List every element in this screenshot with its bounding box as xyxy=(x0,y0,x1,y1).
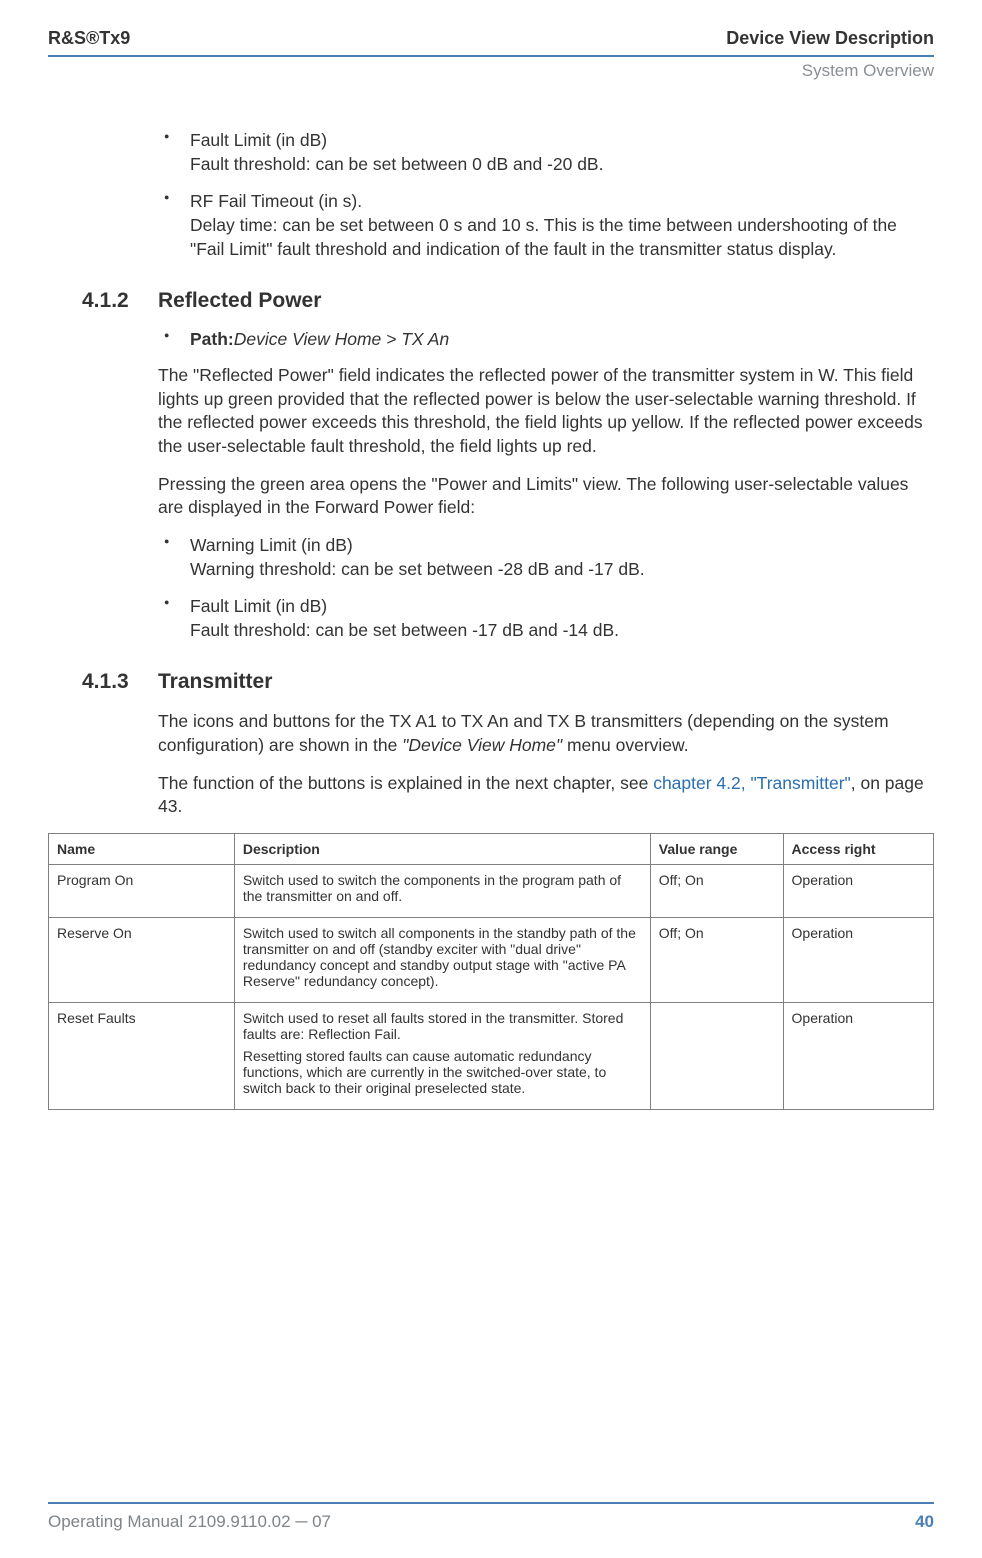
desc-paragraph: Switch used to switch the components in … xyxy=(243,872,642,904)
list-item: Fault Limit (in dB) Fault threshold: can… xyxy=(158,129,932,176)
bullet-title: Fault Limit (in dB) xyxy=(190,596,327,616)
path-row: Path:Device View Home > TX An xyxy=(158,329,932,350)
paragraph: The function of the buttons is explained… xyxy=(158,772,932,819)
path-label: Path: xyxy=(190,329,234,349)
bullet-body: Fault threshold: can be set between 0 dB… xyxy=(190,154,603,174)
table-body: Program OnSwitch used to switch the comp… xyxy=(49,864,934,1109)
text-run: menu overview. xyxy=(562,735,688,755)
cell-desc: Switch used to reset all faults stored i… xyxy=(234,1002,650,1109)
desc-paragraph: Resetting stored faults can cause automa… xyxy=(243,1048,642,1096)
list-item: Warning Limit (in dB) Warning threshold:… xyxy=(158,534,932,581)
bullet-body: Delay time: can be set between 0 s and 1… xyxy=(190,215,897,259)
sec412-bullets: Warning Limit (in dB) Warning threshold:… xyxy=(158,534,932,643)
page: R&S®Tx9 Device View Description System O… xyxy=(0,0,982,1110)
col-header: Access right xyxy=(783,833,933,864)
col-header: Description xyxy=(234,833,650,864)
footer-rule xyxy=(48,1502,934,1504)
col-header: Name xyxy=(49,833,235,864)
footer-left: Operating Manual 2109.9110.02 ─ 07 xyxy=(48,1512,331,1532)
cell-access: Operation xyxy=(783,864,933,917)
bullet-title: Warning Limit (in dB) xyxy=(190,535,353,555)
list-item: Fault Limit (in dB) Fault threshold: can… xyxy=(158,595,932,642)
cell-desc: Switch used to switch all components in … xyxy=(234,917,650,1002)
table-row: Program OnSwitch used to switch the comp… xyxy=(49,864,934,917)
bullet-body: Warning threshold: can be set between ‑2… xyxy=(190,559,645,579)
content-area: Fault Limit (in dB) Fault threshold: can… xyxy=(48,129,934,1110)
doc-subtitle: System Overview xyxy=(48,61,934,81)
section-heading: 4.1.2 Reflected Power xyxy=(82,289,932,313)
header-row: R&S®Tx9 Device View Description xyxy=(48,28,934,55)
page-number: 40 xyxy=(915,1512,934,1532)
params-table: Name Description Value range Access righ… xyxy=(48,833,934,1110)
path-value: Device View Home > TX An xyxy=(234,329,449,349)
cross-ref-link[interactable]: chapter 4.2, "Transmit­ter" xyxy=(653,773,851,793)
bullet-title: Fault Limit (in dB) xyxy=(190,130,327,150)
cell-range: Off; On xyxy=(650,917,783,1002)
bullet-body: Fault threshold: can be set between ‑17 … xyxy=(190,620,619,640)
section-heading: 4.1.3 Transmitter xyxy=(82,670,932,694)
table-row: Reserve OnSwitch used to switch all comp… xyxy=(49,917,934,1002)
cell-name: Program On xyxy=(49,864,235,917)
paragraph: Pressing the green area opens the "Power… xyxy=(158,473,932,520)
cell-access: Operation xyxy=(783,917,933,1002)
text-run-italic: "Device View Home" xyxy=(402,735,562,755)
doc-title: Device View Description xyxy=(726,28,934,49)
cell-range xyxy=(650,1002,783,1109)
footer: Operating Manual 2109.9110.02 ─ 07 40 xyxy=(0,1502,982,1532)
cell-desc: Switch used to switch the components in … xyxy=(234,864,650,917)
paragraph: The icons and buttons for the TX A1 to T… xyxy=(158,710,932,757)
section-title: Reflected Power xyxy=(158,289,321,313)
section-title: Transmitter xyxy=(158,670,272,694)
footer-row: Operating Manual 2109.9110.02 ─ 07 40 xyxy=(48,1512,934,1532)
intro-bullets: Fault Limit (in dB) Fault threshold: can… xyxy=(158,129,932,261)
header-rule xyxy=(48,55,934,57)
cell-name: Reserve On xyxy=(49,917,235,1002)
desc-paragraph: Switch used to reset all faults stored i… xyxy=(243,1010,642,1042)
table-wrapper: Name Description Value range Access righ… xyxy=(48,833,934,1110)
table-header-row: Name Description Value range Access righ… xyxy=(49,833,934,864)
text-run: The function of the buttons is explained… xyxy=(158,773,653,793)
col-header: Value range xyxy=(650,833,783,864)
list-item: RF Fail Timeout (in s). Delay time: can … xyxy=(158,190,932,261)
cell-name: Reset Faults xyxy=(49,1002,235,1109)
cell-access: Operation xyxy=(783,1002,933,1109)
bullet-title: RF Fail Timeout (in s). xyxy=(190,191,362,211)
product-name: R&S®Tx9 xyxy=(48,28,130,49)
table-row: Reset FaultsSwitch used to reset all fau… xyxy=(49,1002,934,1109)
paragraph: The "Reflected Power" field indicates th… xyxy=(158,364,932,459)
list-item: Path:Device View Home > TX An xyxy=(158,329,932,350)
cell-range: Off; On xyxy=(650,864,783,917)
desc-paragraph: Switch used to switch all components in … xyxy=(243,925,642,989)
section-number: 4.1.3 xyxy=(82,670,158,694)
section-number: 4.1.2 xyxy=(82,289,158,313)
